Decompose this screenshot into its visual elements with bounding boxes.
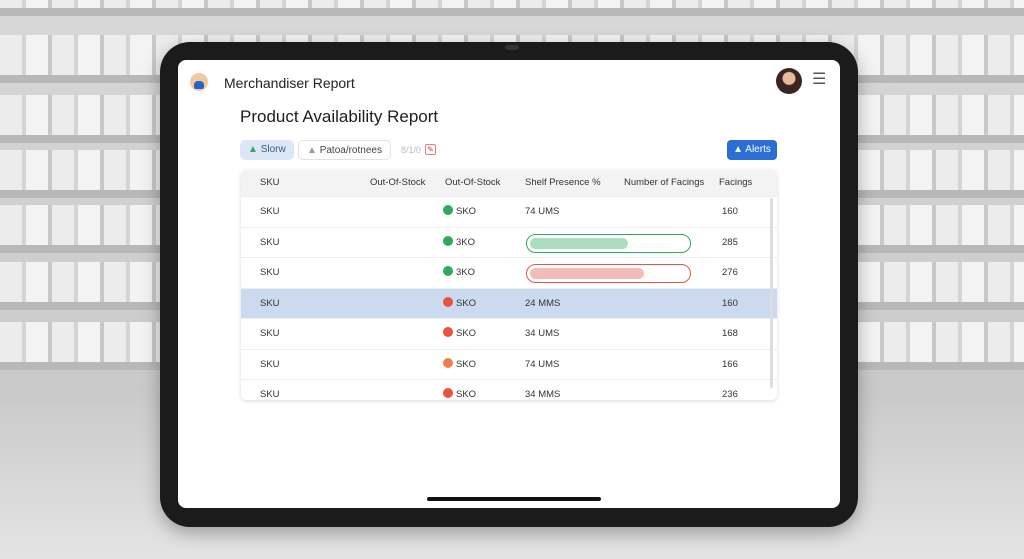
shelf-presence-value: 24 MMS xyxy=(525,297,561,309)
app-screen: Merchandiser Report ☰ Product Availabili… xyxy=(178,60,840,508)
sku-cell: SKU xyxy=(260,389,280,400)
home-icon: ▲ xyxy=(307,145,317,156)
page-title: Product Availability Report xyxy=(240,107,439,126)
status-dot-icon xyxy=(443,327,453,337)
facings-cell: 166 xyxy=(722,358,738,370)
status-dot-icon xyxy=(443,388,453,398)
facings-cell: 160 xyxy=(722,206,738,217)
date-filter[interactable]: 8/1/0 xyxy=(401,145,422,155)
shelf-presence-value: 34 MMS xyxy=(525,389,561,400)
chip-label: Slorw xyxy=(260,144,286,155)
filter-chip-store[interactable]: ▲ Slorw xyxy=(240,140,294,160)
table-row[interactable]: SKU 3KO 285 xyxy=(241,226,777,258)
table-row[interactable]: SKU SKO 24 MMS 160 xyxy=(241,287,777,319)
shelf-presence-value: 74 UMS xyxy=(525,206,560,217)
status-cell: 3KO xyxy=(443,228,475,258)
status-cell: SKO xyxy=(443,197,476,227)
status-cell: 3KO xyxy=(443,258,475,288)
sku-cell: SKU xyxy=(260,297,280,309)
col-sku[interactable]: SKU xyxy=(260,177,280,188)
filter-chip-parameters[interactable]: ▲ Patoa/rotnees xyxy=(298,140,391,160)
status-dot-icon xyxy=(443,266,453,276)
table-row[interactable]: SKU SKO 74 UMS 160 xyxy=(241,196,777,227)
edit-icon[interactable]: ✎ xyxy=(425,144,436,155)
col-out-of-stock-2[interactable]: Out-Of-Stock xyxy=(445,177,501,188)
shelf-presence-value: 74 UMS xyxy=(525,358,560,370)
table-header: SKU Out-Of-Stock Out-Of-Stock Shelf Pres… xyxy=(241,170,777,196)
col-number-of-facings[interactable]: Number of Facings xyxy=(624,177,705,188)
col-out-of-stock[interactable]: Out-Of-Stock xyxy=(370,177,426,188)
status-text: SKO xyxy=(456,389,477,400)
status-cell: SKO xyxy=(443,289,476,319)
facings-cell: 285 xyxy=(722,236,738,248)
status-text: SKO xyxy=(456,358,477,370)
status-text: 3KO xyxy=(456,267,476,278)
table-row[interactable]: SKU SKO 34 MMS 236 xyxy=(241,379,777,400)
sku-cell: SKU xyxy=(260,328,280,339)
avatar[interactable] xyxy=(776,68,802,94)
shelf-presence-fill xyxy=(530,268,645,279)
availability-table: SKU Out-Of-Stock Out-Of-Stock Shelf Pres… xyxy=(241,170,777,400)
shelf-presence-value: 34 UMS xyxy=(525,328,560,339)
bell-icon: ▲ xyxy=(733,144,744,155)
table-row[interactable]: SKU SKO 34 UMS 168 xyxy=(241,318,777,349)
scrollbar[interactable] xyxy=(770,198,773,388)
status-cell: SKO xyxy=(443,319,476,349)
alerts-button[interactable]: ▲ Alerts xyxy=(727,140,777,160)
sku-cell: SKU xyxy=(260,206,280,217)
sku-cell: SKU xyxy=(260,267,280,278)
merchandiser-logo-icon xyxy=(190,73,208,91)
status-dot-icon xyxy=(443,357,453,368)
camera xyxy=(505,45,519,50)
app-title: Merchandiser Report xyxy=(224,75,355,91)
status-dot-icon xyxy=(443,235,453,246)
facings-cell: 168 xyxy=(722,328,738,339)
sku-cell: SKU xyxy=(260,236,280,248)
table-row[interactable]: SKU SKO 74 UMS 166 xyxy=(241,348,777,380)
col-facings[interactable]: Facings xyxy=(719,177,753,188)
status-dot-icon xyxy=(443,205,453,215)
chip-label: Patoa/rotnees xyxy=(319,145,382,156)
shelf-presence-bar xyxy=(526,264,691,283)
status-text: SKO xyxy=(456,328,477,339)
status-cell: SKO xyxy=(443,350,476,380)
facings-cell: 236 xyxy=(722,389,738,400)
store-icon: ▲ xyxy=(248,144,258,155)
shelf-presence-fill xyxy=(530,237,628,249)
col-shelf-presence[interactable]: Shelf Presence % xyxy=(525,177,601,188)
status-text: 3KO xyxy=(456,236,476,248)
status-text: SKO xyxy=(456,206,477,217)
hamburger-menu-icon[interactable]: ☰ xyxy=(812,71,827,88)
home-indicator[interactable] xyxy=(427,497,601,501)
status-dot-icon xyxy=(443,296,453,307)
status-cell: SKO xyxy=(443,380,476,400)
facings-cell: 276 xyxy=(722,267,738,278)
table-row[interactable]: SKU 3KO 276 xyxy=(241,257,777,288)
status-text: SKO xyxy=(456,297,477,309)
alerts-label: Alerts xyxy=(745,144,771,155)
facings-cell: 160 xyxy=(722,297,738,309)
shelf-presence-bar xyxy=(526,233,691,253)
sku-cell: SKU xyxy=(260,358,280,370)
